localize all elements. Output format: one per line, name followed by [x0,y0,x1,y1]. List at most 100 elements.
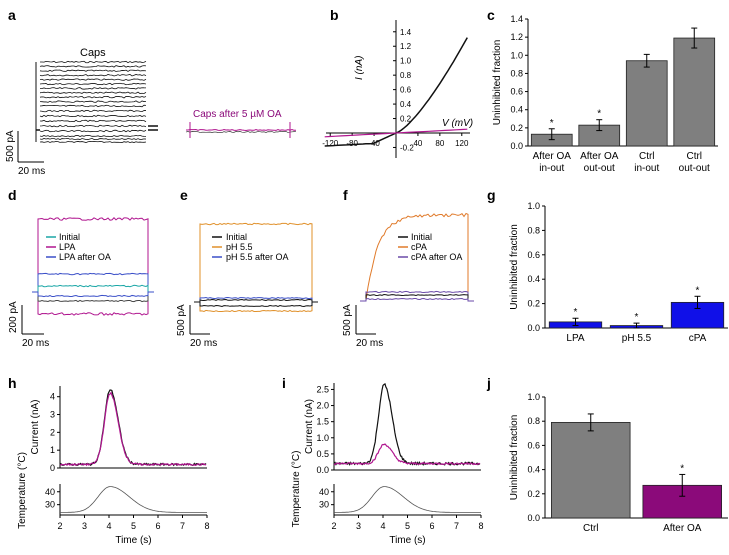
panel-label-h: h [8,375,17,391]
panel-a-trace [39,114,147,118]
panel-f-legend-initial: Initial [411,232,432,242]
chart-c-ytick-label: 1.0 [510,50,523,60]
chart-c-ytick-label: 0.2 [510,123,523,133]
chart-g-ytick-label: 1.0 [527,201,540,211]
panel-h-xtick-label: 7 [180,521,185,531]
panel-a-trace [39,78,147,81]
chart-c-sig-mark: * [597,109,601,120]
panel-d-trace-lpa [32,217,154,293]
panel-a-trace [39,109,147,113]
panel-f-traces [360,212,474,302]
panel-i-bottom-ytick-label: 40 [319,487,329,497]
chart-g-ytick-label: 0.4 [527,274,540,284]
panel-i-xlabel: Time (s) [389,535,425,546]
panel-h-top-ytick-label: 3 [50,410,55,420]
chart-c-category-label: in-out [539,163,564,174]
panel-h-ylabel-temperature: Temperature (°C) [17,452,28,529]
panel-h-top-ytick-label: 1 [50,445,55,455]
panel-label-j: j [486,375,491,391]
panel-a-trace [39,87,147,90]
chart-g-ytick-label: 0.0 [527,323,540,333]
chart-j-ytick-label: 0.4 [527,465,540,475]
chart-g-ytick-label: 0.8 [527,225,540,235]
panel-h-bottom-ytick-label: 30 [45,500,55,510]
panel-f-trace-oa-2 [360,297,474,302]
panel-e-trace-initial-neg [194,301,318,307]
panel-h-xlabel: Time (s) [115,535,151,546]
chart-j-ytick-label: 1.0 [527,392,540,402]
chart-g-ylabel: Uninhibited fraction [509,224,520,310]
panel-b-xtick-label: 40 [413,139,422,148]
panel-d-trace-initial-neg [32,291,154,303]
panel-b-xlabel: V (mV) [442,118,473,129]
chart-g-category-label: LPA [566,333,584,344]
panel-f-trace-initial [360,294,474,302]
panel-i-xtick-label: 4 [380,521,385,531]
panel-b-xtick-label: -120 [322,139,339,148]
panel-i-top-ytick-label: 2.0 [316,401,329,411]
chart-g: 0.0 0.2 0.4 0.6 0.8 1.0 * LPA * pH 5.5 * cPA Uninhib… [509,201,728,344]
chart-c-ytick-label: 0.0 [510,141,523,151]
chart-c-ytick-label: 0.4 [510,105,523,115]
panel-i-trace [333,382,481,466]
panel-f-legend-cpa-oa: cPA after OA [411,252,462,262]
chart-g-ytick-label: 0.6 [527,250,540,260]
panel-a-trace [39,69,147,72]
panel-a-caps-label: Caps [80,47,106,59]
chart-j-category-label: Ctrl [583,523,599,534]
panel-i-xtick-label: 5 [405,521,410,531]
panel-h-xtick-label: 8 [204,521,209,531]
panel-i-xtick-label: 2 [331,521,336,531]
panel-h-trace [59,389,207,467]
panel-b-iv-curve: 1.41.21.00.80.60.40.2-0.2-120 -80 -40 40 80 1… [322,20,470,158]
panel-h-temperature-trace [60,486,207,513]
panel-f-legend: Initial cPA cPA after OA [398,232,462,262]
panel-label-a: a [8,7,16,23]
panel-a-after-trace [185,131,297,133]
panel-b-ytick-label: 0.2 [400,115,412,124]
panel-h-bottom-ytick-label: 40 [45,487,55,497]
panel-h-xtick-label: 3 [82,521,87,531]
chart-c-ytick-label: 0.6 [510,87,523,97]
panel-b-ytick-label: 0.4 [400,100,412,109]
chart-c-ytick-label: 1.4 [510,14,523,24]
panel-h-top-ytick-label: 4 [50,392,55,402]
panel-a-scale-x-label: 20 ms [18,166,45,177]
panel-i-trace [333,443,481,466]
chart-j: 0.0 0.2 0.4 0.6 0.8 1.0 Ctrl * After OA Uninhibit… [509,392,728,534]
panel-h-xtick-label: 2 [57,521,62,531]
chart-c-category-label: out-out [584,163,615,174]
panel-label-e: e [180,187,188,203]
panel-i-ylabel-current: Current (nA) [304,399,315,454]
panel-i-top-ytick-label: 1.5 [316,417,329,427]
panel-a-trace [39,100,147,103]
panel-e-legend-ph: pH 5.5 [226,242,253,252]
panel-h-plot: 4 3 2 1 0 40 30 2 3 4 5 6 7 8 Current (nA)Temperature … [17,386,210,546]
panel-a-trace [39,65,147,68]
panel-d-trace-lpa-oa [32,272,154,293]
chart-j-sig-mark: * [680,463,684,474]
panel-label-g: g [487,187,496,203]
panel-a-trace [39,104,147,108]
chart-g-sig-mark: * [696,285,700,296]
panel-i-bottom-ytick-label: 30 [319,500,329,510]
panel-h-top-ytick-label: 0 [50,463,55,473]
panel-a-scale-y-label: 500 pA [5,130,16,162]
panel-a-trace [39,95,147,99]
panel-a-trace [39,141,147,144]
panel-i-xtick-label: 3 [356,521,361,531]
panel-h-ylabel-current: Current (nA) [30,399,41,454]
panel-b-curve-oa [324,128,468,138]
panel-h-top-ytick-label: 2 [50,427,55,437]
panel-a-after-transients [189,122,291,138]
panel-e-trace-initial [194,299,318,303]
panel-d-trace-oa-neg [32,291,154,298]
panel-i-plot: 2.5 2.0 1.5 1.0 0.5 0.0 40 30 2 3 4 5 6 7 8 Current (nA… [291,382,484,546]
panel-b-ytick-label: 1.2 [400,42,412,51]
panel-a-trace [39,129,147,133]
panel-e-trace-ph-neg [194,301,318,313]
panel-a-tail [148,125,158,131]
chart-j-bar [551,422,631,519]
panel-f-trace-cpa-oa [360,290,474,302]
panel-e-scale-x-label: 20 ms [190,338,217,349]
